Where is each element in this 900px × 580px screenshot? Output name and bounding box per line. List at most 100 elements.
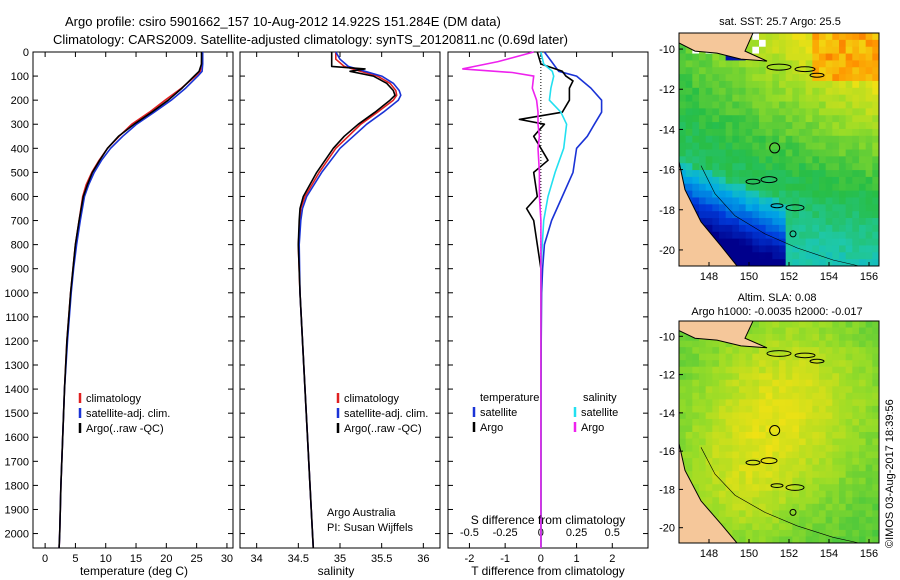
sla-map-cell xyxy=(805,340,813,348)
sla-map-cell xyxy=(692,418,700,426)
sla-map-cell xyxy=(825,484,833,492)
sst-map-cell xyxy=(745,156,753,164)
sla-map-cell xyxy=(825,373,833,381)
sla-map-cell xyxy=(699,497,707,505)
sla-map-cell xyxy=(819,536,827,544)
sst-map-cell xyxy=(779,108,787,116)
sla-map-cell xyxy=(705,353,713,361)
sst-map-cell xyxy=(699,60,707,68)
sla-map-cell xyxy=(745,347,753,355)
sla-map-cell xyxy=(679,399,687,407)
sla-map-cell xyxy=(852,477,860,485)
sst-map-cell xyxy=(785,197,793,205)
difference-xtick-label: 0 xyxy=(538,553,544,565)
sla-map-cell xyxy=(805,360,813,368)
sst-map-cell xyxy=(719,224,727,233)
sst-map-cell xyxy=(745,197,753,205)
sst-map-cell xyxy=(759,74,767,82)
sst-map-cell xyxy=(799,211,807,219)
sla-map-cell xyxy=(785,334,793,341)
sst-map-cell xyxy=(819,135,827,144)
sla-map-cell xyxy=(872,425,880,433)
sla-map-cell xyxy=(865,510,873,518)
sst-map-cell xyxy=(799,53,807,61)
sla-map-cell xyxy=(745,464,753,472)
sst-map-cell xyxy=(779,142,787,150)
sst-map-cell xyxy=(732,218,740,226)
sla-map-cell xyxy=(792,386,800,394)
sla-map-cell xyxy=(685,373,693,381)
sla-map-cell xyxy=(792,529,800,537)
sst-map-cell xyxy=(832,122,840,130)
sla-map-cell xyxy=(865,432,873,439)
sst-map-lon-label: 154 xyxy=(820,271,838,283)
sla-map-reef-outline xyxy=(809,358,825,364)
sst-map-title: sat. SST: 25.7 Argo: 25.5 xyxy=(719,16,841,28)
sla-map-cell xyxy=(832,405,840,413)
sst-map-cell xyxy=(825,122,833,130)
sla-map-cell xyxy=(765,536,773,544)
sst-map-cell xyxy=(772,115,780,123)
sst-map-cell xyxy=(712,163,720,171)
sla-map-cell xyxy=(852,321,860,328)
sst-map-cell xyxy=(705,197,713,205)
salinity-axis-label: salinity xyxy=(318,564,355,578)
sla-map-cell xyxy=(692,438,700,446)
sla-map-cell xyxy=(839,360,847,368)
sla-map-cell xyxy=(845,536,853,544)
sst-map-cell xyxy=(859,176,867,185)
sla-map-panel: 148 150 152 154 156-10-12-14-16-18-20 xyxy=(659,320,880,560)
salinity-panel: 34 34.5 35 35.5 36climatologysatellite-adj. … xyxy=(239,51,441,565)
sst-map-cell xyxy=(759,80,767,89)
sst-map-cell xyxy=(752,128,760,137)
sst-map-cell xyxy=(692,183,700,192)
sst-map-cell xyxy=(785,204,793,212)
sst-map-cell xyxy=(832,224,840,233)
sst-map-cell xyxy=(719,211,727,219)
sla-map-cell xyxy=(725,464,733,472)
sst-map-cell xyxy=(825,53,833,61)
sst-map-cell xyxy=(792,94,800,102)
sst-map-cell xyxy=(839,108,847,116)
sst-map-cell xyxy=(792,128,800,137)
sst-map-cell xyxy=(852,46,860,54)
sla-map-cell xyxy=(839,334,847,341)
sst-map-cell xyxy=(852,74,860,82)
sla-map-lat-label: -12 xyxy=(659,370,675,382)
sst-map-cell xyxy=(732,211,740,219)
sst-map-cell xyxy=(725,224,733,233)
sla-map-cell xyxy=(779,321,787,328)
sst-map-cell xyxy=(812,176,820,185)
sla-map-cell xyxy=(739,490,747,498)
difference-xtick-label: -2 xyxy=(465,553,475,565)
sla-map-cell xyxy=(865,451,873,459)
sst-map-cell xyxy=(772,176,780,185)
sla-map-cell xyxy=(739,379,747,387)
sla-map-cell xyxy=(845,510,853,518)
title-line-1: Argo profile: csiro 5901662_157 10-Aug-2… xyxy=(65,14,501,29)
sst-map-cell xyxy=(852,183,860,192)
sla-map-cell xyxy=(825,418,833,426)
sla-map-cell xyxy=(765,438,773,446)
sst-map-cell xyxy=(865,238,873,246)
sst-map-cell xyxy=(679,163,687,171)
sla-map-lon-label: 154 xyxy=(820,548,838,560)
sst-map-cell xyxy=(772,163,780,171)
sla-map-cell xyxy=(812,399,820,407)
sst-map-cell xyxy=(852,190,860,198)
sst-map-cell xyxy=(839,252,847,260)
sla-map-cell xyxy=(852,516,860,524)
sla-map-cell xyxy=(719,516,727,524)
sst-map-cell xyxy=(839,183,847,192)
sla-map-cell xyxy=(725,438,733,446)
sst-map-cell xyxy=(752,163,760,171)
sst-map-cell xyxy=(779,33,787,41)
sst-map-cell xyxy=(705,101,713,109)
sst-map-cell xyxy=(692,53,700,61)
sst-map-cell xyxy=(779,87,787,96)
sst-map-cell xyxy=(859,115,867,123)
sla-map-cell xyxy=(779,536,787,544)
sla-map-cell xyxy=(859,477,867,485)
sst-map-cell xyxy=(805,252,813,260)
sla-map-cell xyxy=(745,451,753,459)
